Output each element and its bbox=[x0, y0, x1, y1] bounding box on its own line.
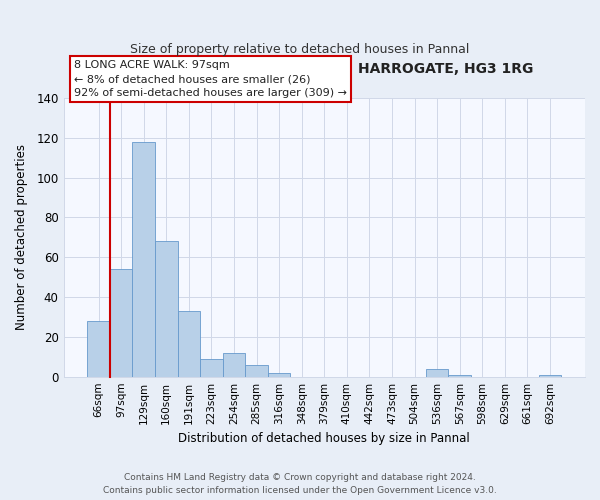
Bar bbox=[110, 269, 133, 376]
Bar bbox=[200, 359, 223, 376]
Bar bbox=[426, 368, 448, 376]
Bar bbox=[133, 142, 155, 376]
Text: Size of property relative to detached houses in Pannal: Size of property relative to detached ho… bbox=[130, 42, 470, 56]
Bar bbox=[245, 364, 268, 376]
Title: 8, LONG ACRE WALK, PANNAL, HARROGATE, HG3 1RG: 8, LONG ACRE WALK, PANNAL, HARROGATE, HG… bbox=[116, 62, 533, 76]
Bar bbox=[448, 374, 471, 376]
Bar bbox=[539, 374, 561, 376]
Bar bbox=[178, 311, 200, 376]
Bar bbox=[268, 372, 290, 376]
Bar bbox=[223, 353, 245, 376]
Y-axis label: Number of detached properties: Number of detached properties bbox=[15, 144, 28, 330]
Text: 8 LONG ACRE WALK: 97sqm
← 8% of detached houses are smaller (26)
92% of semi-det: 8 LONG ACRE WALK: 97sqm ← 8% of detached… bbox=[74, 60, 347, 98]
Bar bbox=[87, 321, 110, 376]
X-axis label: Distribution of detached houses by size in Pannal: Distribution of detached houses by size … bbox=[178, 432, 470, 445]
Bar bbox=[155, 242, 178, 376]
Text: Contains HM Land Registry data © Crown copyright and database right 2024.
Contai: Contains HM Land Registry data © Crown c… bbox=[103, 474, 497, 495]
